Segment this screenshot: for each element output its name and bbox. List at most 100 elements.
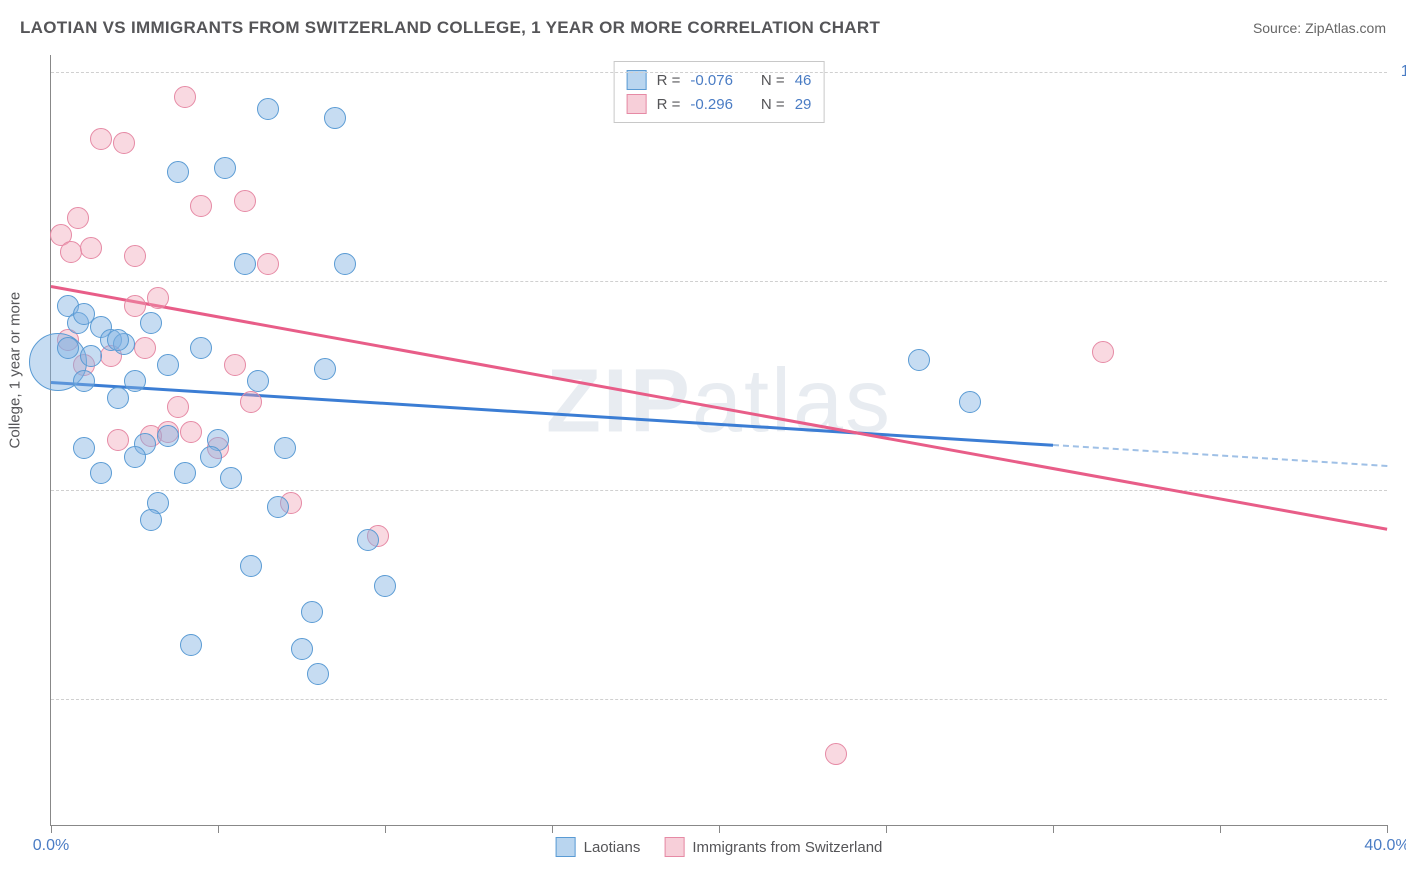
data-point bbox=[124, 446, 146, 468]
data-point bbox=[291, 638, 313, 660]
data-point bbox=[157, 354, 179, 376]
x-tick bbox=[1387, 825, 1388, 833]
swatch-pink-icon bbox=[664, 837, 684, 857]
data-point bbox=[180, 421, 202, 443]
legend-item-blue: Laotians bbox=[556, 837, 641, 857]
data-point bbox=[80, 237, 102, 259]
swatch-blue-icon bbox=[556, 837, 576, 857]
data-point bbox=[107, 387, 129, 409]
data-point bbox=[220, 467, 242, 489]
data-point bbox=[113, 132, 135, 154]
data-point bbox=[167, 161, 189, 183]
x-tick bbox=[385, 825, 386, 833]
swatch-pink-icon bbox=[627, 94, 647, 114]
x-tick-label: 40.0% bbox=[1364, 837, 1406, 855]
data-point bbox=[73, 437, 95, 459]
y-tick-label: 100.0% bbox=[1395, 63, 1406, 81]
data-point bbox=[124, 295, 146, 317]
x-tick bbox=[886, 825, 887, 833]
watermark-text: ZIPatlas bbox=[546, 350, 892, 453]
data-point bbox=[959, 391, 981, 413]
data-point bbox=[324, 107, 346, 129]
legend-label: Immigrants from Switzerland bbox=[692, 839, 882, 856]
data-point bbox=[174, 462, 196, 484]
swatch-blue-icon bbox=[627, 70, 647, 90]
data-point bbox=[240, 555, 262, 577]
legend-label: Laotians bbox=[584, 839, 641, 856]
data-point bbox=[90, 462, 112, 484]
data-point bbox=[157, 425, 179, 447]
source-attribution: Source: ZipAtlas.com bbox=[1253, 20, 1386, 36]
data-point bbox=[140, 312, 162, 334]
r-value: -0.296 bbox=[690, 96, 733, 113]
data-point bbox=[180, 634, 202, 656]
data-point bbox=[57, 337, 79, 359]
data-point bbox=[274, 437, 296, 459]
data-point bbox=[357, 529, 379, 551]
data-point bbox=[80, 345, 102, 367]
x-tick bbox=[1053, 825, 1054, 833]
data-point bbox=[234, 190, 256, 212]
r-label: R = bbox=[657, 96, 681, 113]
correlation-stats-box: R = -0.076 N = 46 R = -0.296 N = 29 bbox=[614, 61, 825, 123]
data-point bbox=[908, 349, 930, 371]
data-point bbox=[90, 128, 112, 150]
data-point bbox=[174, 86, 196, 108]
data-point bbox=[307, 663, 329, 685]
stats-row-pink: R = -0.296 N = 29 bbox=[627, 92, 812, 116]
chart-title: LAOTIAN VS IMMIGRANTS FROM SWITZERLAND C… bbox=[20, 18, 880, 38]
gridline bbox=[51, 72, 1387, 73]
trend-line bbox=[1053, 444, 1387, 467]
n-value: 29 bbox=[795, 96, 812, 113]
y-tick-label: 50.0% bbox=[1395, 481, 1406, 499]
data-point bbox=[107, 329, 129, 351]
x-tick bbox=[51, 825, 52, 833]
data-point bbox=[301, 601, 323, 623]
data-point bbox=[234, 253, 256, 275]
data-point bbox=[147, 287, 169, 309]
gridline bbox=[51, 699, 1387, 700]
data-point bbox=[214, 157, 236, 179]
y-axis-label: College, 1 year or more bbox=[7, 292, 24, 449]
x-tick bbox=[552, 825, 553, 833]
legend-item-pink: Immigrants from Switzerland bbox=[664, 837, 882, 857]
data-point bbox=[73, 370, 95, 392]
data-point bbox=[134, 337, 156, 359]
gridline bbox=[51, 281, 1387, 282]
data-point bbox=[314, 358, 336, 380]
scatter-chart: ZIPatlas R = -0.076 N = 46 R = -0.296 N … bbox=[50, 55, 1387, 826]
n-value: 46 bbox=[795, 72, 812, 89]
data-point bbox=[67, 207, 89, 229]
data-point bbox=[60, 241, 82, 263]
trend-line bbox=[51, 381, 1053, 446]
data-point bbox=[374, 575, 396, 597]
n-label: N = bbox=[761, 72, 785, 89]
data-point bbox=[334, 253, 356, 275]
data-point bbox=[124, 370, 146, 392]
y-tick-label: 75.0% bbox=[1395, 272, 1406, 290]
data-point bbox=[200, 446, 222, 468]
data-point bbox=[107, 429, 129, 451]
x-tick bbox=[1220, 825, 1221, 833]
data-point bbox=[167, 396, 189, 418]
series-legend: Laotians Immigrants from Switzerland bbox=[556, 837, 883, 857]
r-label: R = bbox=[657, 72, 681, 89]
data-point bbox=[224, 354, 246, 376]
data-point bbox=[190, 195, 212, 217]
data-point bbox=[240, 391, 262, 413]
data-point bbox=[825, 743, 847, 765]
data-point bbox=[124, 245, 146, 267]
data-point bbox=[140, 509, 162, 531]
x-tick bbox=[719, 825, 720, 833]
r-value: -0.076 bbox=[690, 72, 733, 89]
data-point bbox=[190, 337, 212, 359]
chart-header: LAOTIAN VS IMMIGRANTS FROM SWITZERLAND C… bbox=[20, 18, 1386, 38]
x-tick bbox=[218, 825, 219, 833]
y-tick-label: 25.0% bbox=[1395, 690, 1406, 708]
x-tick-label: 0.0% bbox=[33, 837, 69, 855]
data-point bbox=[257, 98, 279, 120]
n-label: N = bbox=[761, 96, 785, 113]
data-point bbox=[267, 496, 289, 518]
data-point bbox=[1092, 341, 1114, 363]
data-point bbox=[247, 370, 269, 392]
